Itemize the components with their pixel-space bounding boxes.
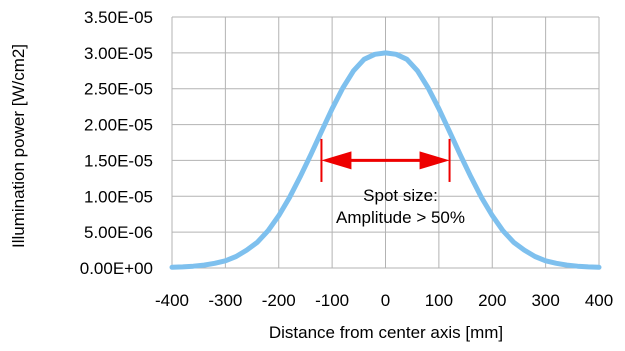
x-tick-label: -100 bbox=[315, 291, 349, 310]
y-tick-label: 2.50E-05 bbox=[84, 80, 153, 99]
tick-layer: -400 -300 -200 -100 0 100 200 300 400 0.00E+00 5.0… bbox=[80, 8, 613, 310]
x-tick-label: 100 bbox=[425, 291, 453, 310]
series-layer bbox=[169, 50, 602, 270]
y-tick-label: 3.50E-05 bbox=[84, 8, 153, 27]
y-tick-label: 5.00E-06 bbox=[84, 223, 153, 242]
series-line-0 bbox=[169, 50, 602, 270]
annotation-text-line: Amplitude > 50% bbox=[336, 208, 465, 227]
x-tick-label: 400 bbox=[585, 291, 613, 310]
annotation-layer: Spot size: Amplitude > 50% bbox=[320, 138, 465, 227]
y-tick-label: 2.00E-05 bbox=[84, 116, 153, 135]
annotation-text-line: Spot size: bbox=[363, 186, 438, 205]
x-tick-label: -200 bbox=[262, 291, 296, 310]
x-tick-label: -400 bbox=[155, 291, 189, 310]
x-tick-label: 300 bbox=[531, 291, 559, 310]
x-tick-label: 200 bbox=[478, 291, 506, 310]
arrow-head-right bbox=[419, 151, 450, 170]
y-tick-label: 1.00E-05 bbox=[84, 187, 153, 206]
x-axis-label: Distance from center axis [mm] bbox=[269, 323, 503, 342]
x-tick-label: -300 bbox=[208, 291, 242, 310]
x-tick-label: 0 bbox=[381, 291, 390, 310]
y-axis-label: Illumination power [W/cm2] bbox=[9, 44, 28, 248]
y-tick-label: 0.00E+00 bbox=[80, 259, 153, 278]
arrow-head-left bbox=[321, 151, 352, 170]
y-tick-label: 1.50E-05 bbox=[84, 151, 153, 170]
y-tick-label: 3.00E-05 bbox=[84, 44, 153, 63]
